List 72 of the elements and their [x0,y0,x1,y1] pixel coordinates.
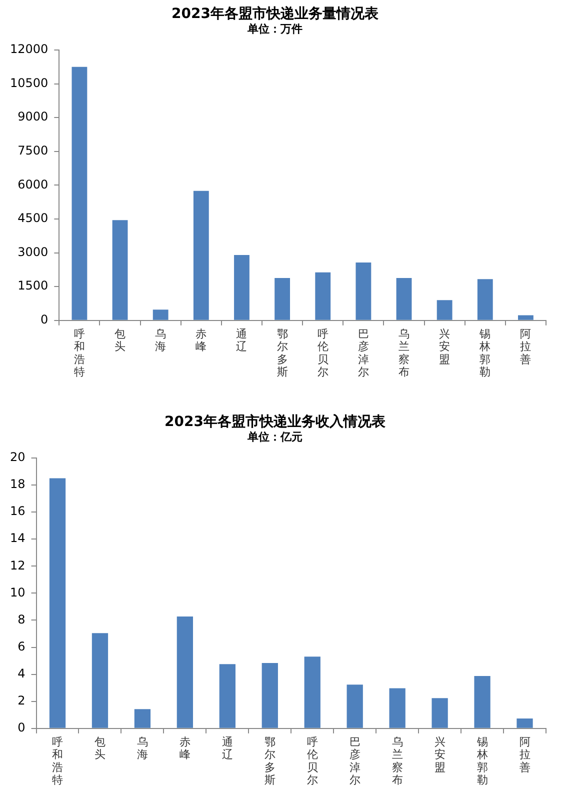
chart-subtitle: 单位：万件 [246,22,302,36]
bar [315,272,331,320]
bar [396,278,412,320]
y-tick-label: 7500 [18,144,48,158]
bar [234,255,250,320]
x-tick-label: 鄂尔多斯 [264,736,276,787]
y-tick-label: 0 [18,720,26,735]
bar [92,633,108,728]
chart-title: 2023年各盟市快递业务量情况表 [172,5,380,22]
y-tick-label: 9000 [18,110,48,124]
bar [49,478,66,728]
chart-title: 2023年各盟市快递业务收入情况表 [164,413,386,430]
y-tick-label: 2 [18,693,26,708]
y-tick-label: 18 [10,477,26,492]
x-tick-label: 呼和浩特 [52,736,64,787]
bar [193,190,209,320]
y-tick-label: 3000 [18,244,48,259]
x-tick-label: 乌海 [155,328,166,354]
x-tick-label: 赤峰 [179,736,190,762]
x-tick-label: 呼伦贝尔 [317,328,328,379]
bar [518,315,534,320]
bar [219,664,236,728]
y-tick-label: 0 [40,312,48,327]
x-tick-label: 呼伦贝尔 [306,736,318,787]
y-tick-label: 6000 [18,177,48,192]
y-tick-label: 6 [18,639,26,654]
bar [436,300,452,320]
y-tick-label: 10500 [10,76,48,90]
bar [346,684,363,728]
bar [262,662,278,728]
y-tick-label: 10 [10,585,26,600]
x-tick-label: 乌兰察布 [392,736,403,787]
x-tick-label: 巴彦淖尔 [349,736,360,787]
x-tick-label: 包头 [114,328,126,354]
bar [72,66,88,320]
bar [432,698,448,728]
x-tick-label: 包头 [94,736,106,762]
bar [112,220,128,320]
bar [389,688,406,728]
y-tick-label: 4500 [18,211,48,226]
bar [176,616,194,728]
x-tick-label: 巴彦淖尔 [358,328,369,379]
x-tick-label: 锡林郭勒 [476,736,488,787]
x-tick-label: 呼和浩特 [74,328,85,379]
x-tick-label: 鄂尔多斯 [276,328,288,379]
chart-subtitle: 单位：亿元 [246,430,302,444]
y-tick-label: 20 [10,450,26,464]
x-tick-label: 乌海 [136,736,148,762]
y-tick-label: 14 [10,531,26,546]
bar [274,278,290,320]
bar [477,279,493,320]
bar [516,718,533,728]
x-tick-label: 阿拉善 [520,328,532,366]
x-tick-label: 锡林郭勒 [478,328,491,379]
bar [474,676,490,728]
y-tick-label: 16 [10,504,26,518]
x-tick-label: 阿拉善 [519,736,530,774]
bar [152,310,168,320]
bar [134,709,151,728]
x-tick-label: 赤峰 [196,328,207,354]
y-tick-label: 12000 [10,42,48,56]
x-tick-label: 兴安盟 [434,736,446,774]
bar [356,262,372,320]
y-tick-label: 4 [18,666,26,680]
bar [304,656,320,728]
y-tick-label: 12 [10,558,26,572]
x-tick-label: 兴安盟 [439,328,450,366]
x-tick-label: 通辽 [236,328,248,354]
x-tick-label: 乌兰察布 [398,328,410,379]
y-tick-label: 1500 [18,278,48,293]
x-tick-label: 通辽 [222,736,233,762]
y-tick-label: 8 [18,612,26,626]
